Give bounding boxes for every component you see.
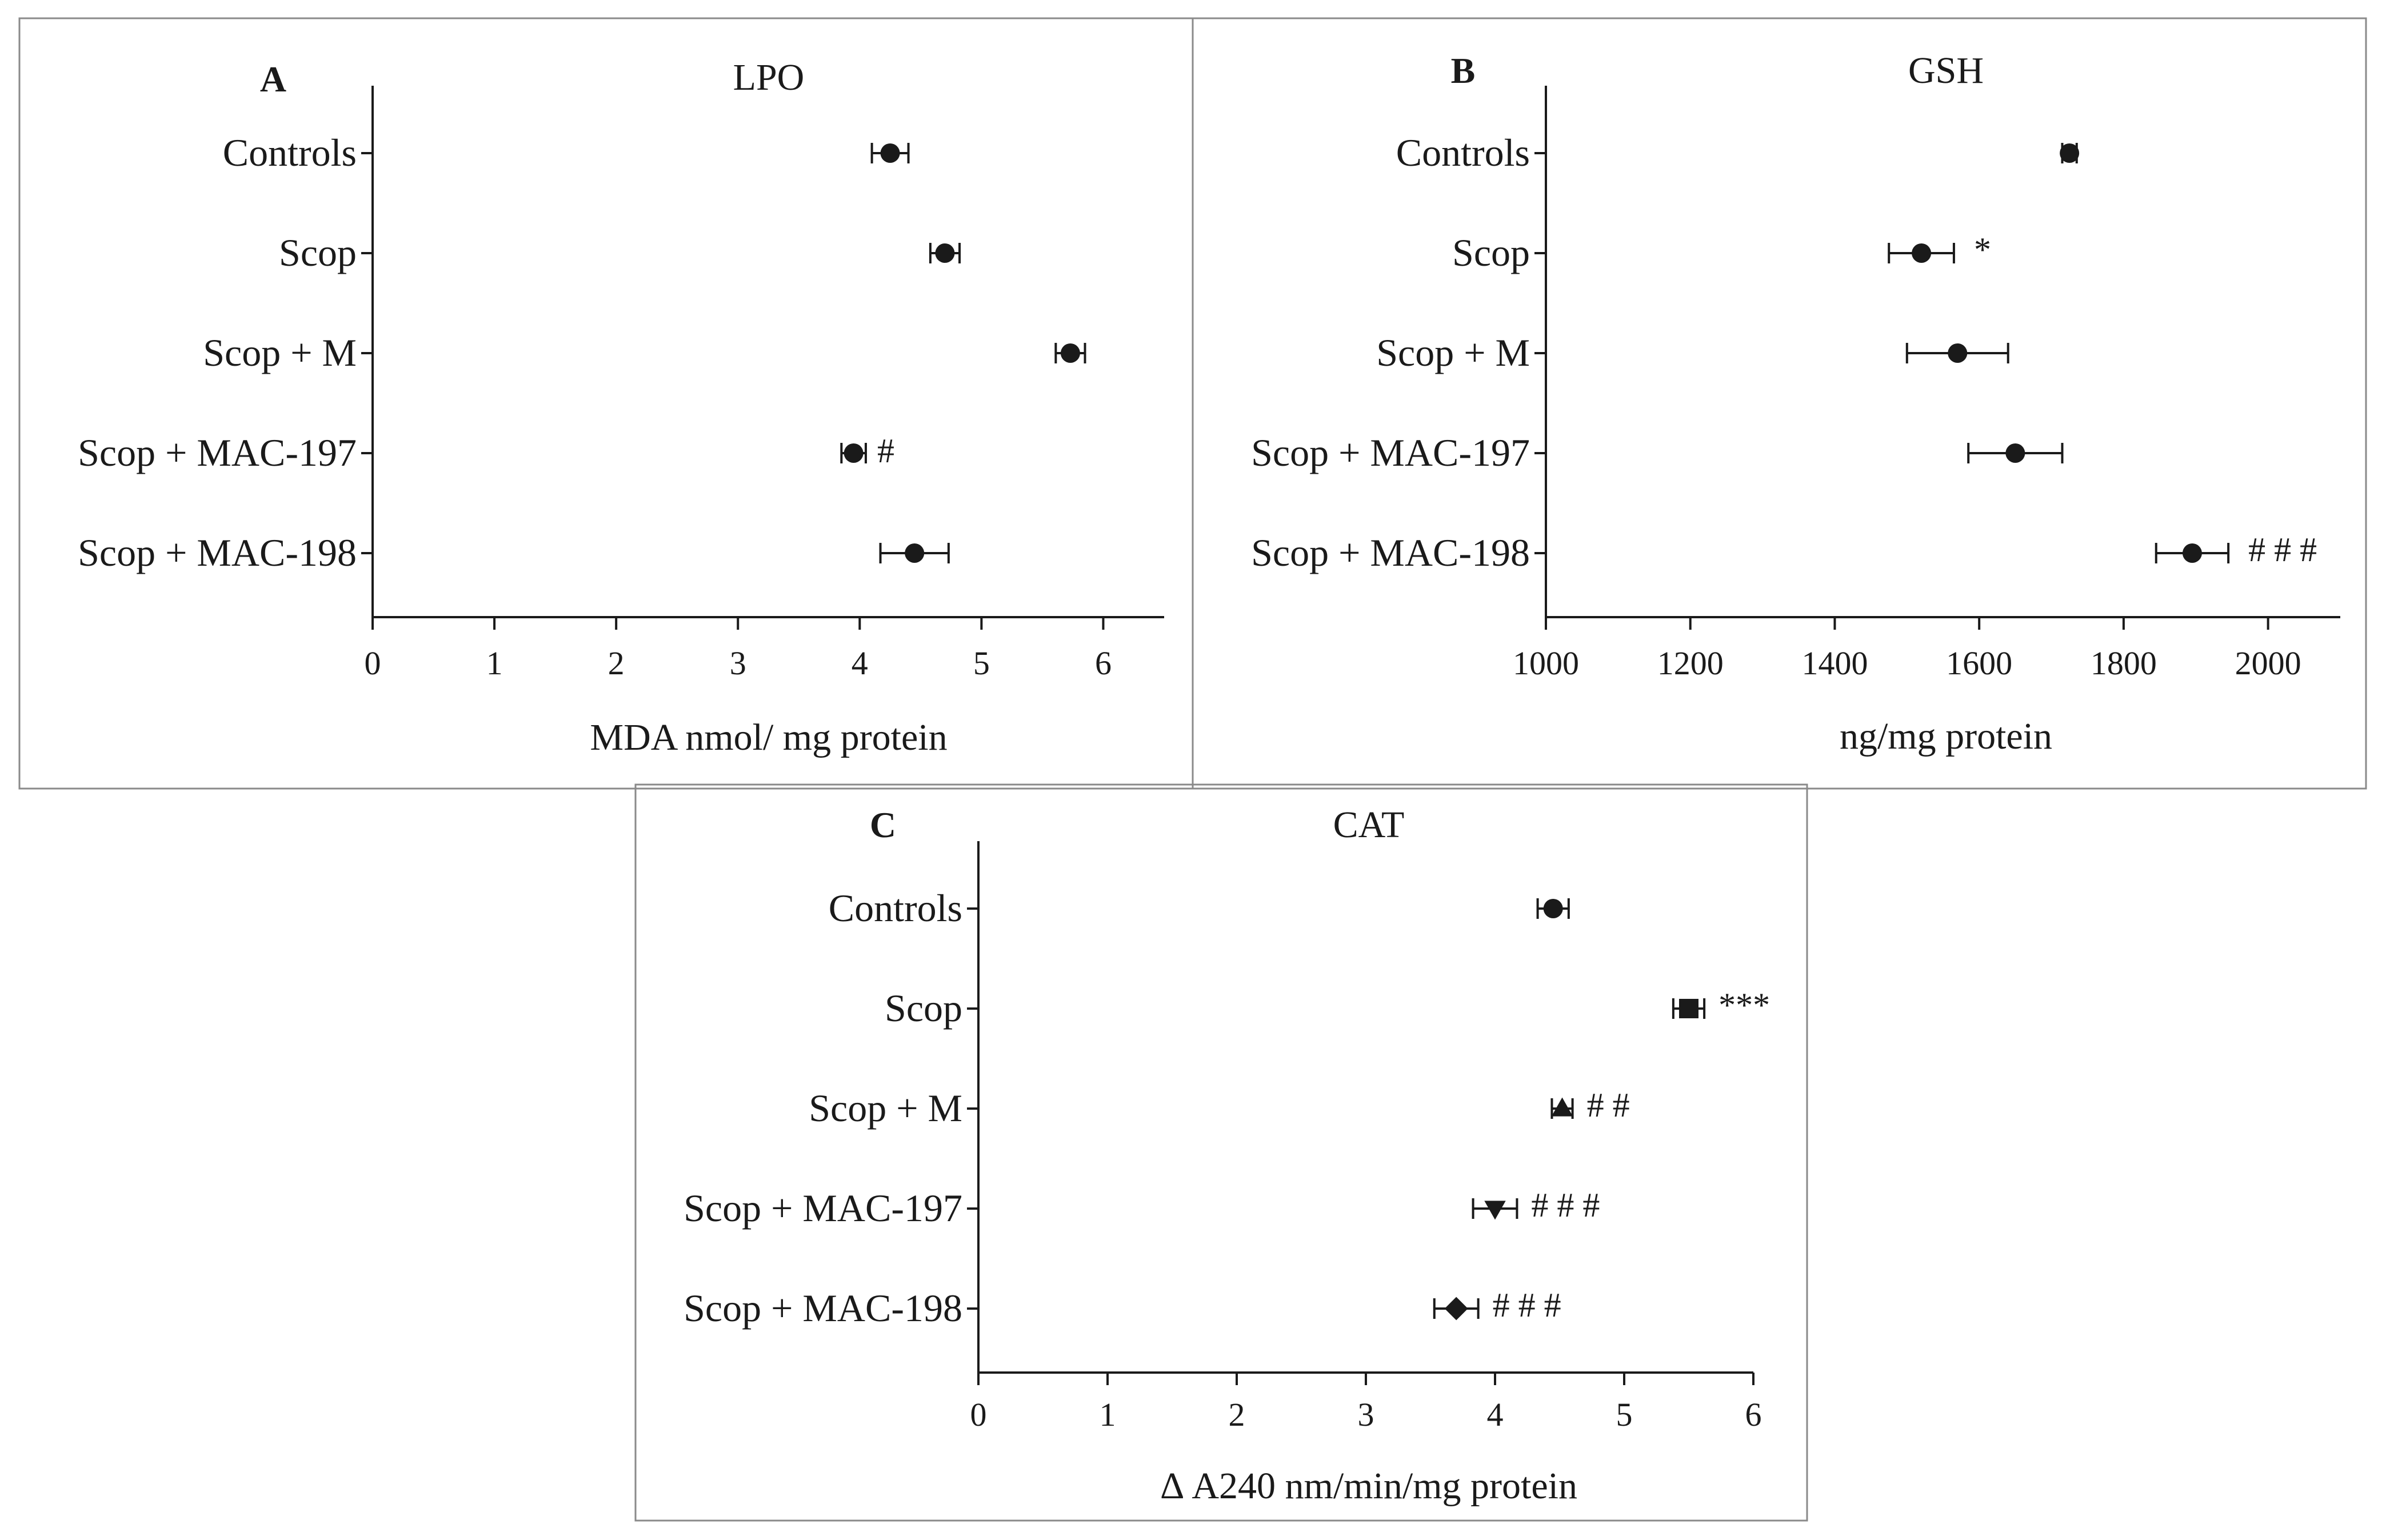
panel-b-marks: 1000 1200 1400 1600 1800 2000 Controls Scop * Sco… — [1251, 86, 2340, 682]
panel-b-significance-annotation: # # # — [2248, 531, 2317, 569]
panel-b-category-label: Scop + M — [1376, 331, 1530, 374]
panel-c-letter: C — [870, 805, 896, 845]
panel-a-category-label: Controls — [223, 131, 357, 174]
panel-a-category-label: Scop + M — [203, 331, 357, 374]
panel-a-significance-annotation: # — [877, 432, 894, 470]
panel-c-category-label: Scop + M — [809, 1086, 962, 1130]
panel-a-x-tick-label: 4 — [852, 645, 868, 682]
panel-b-category-label: Scop — [1452, 231, 1530, 274]
panel-a-x-tick-label: 1 — [486, 645, 503, 682]
panel-a-data-point — [935, 243, 955, 263]
panel-c-data-point — [1543, 899, 1563, 918]
panel-a-data-point — [844, 443, 864, 463]
panel-c-marks: 0 1 2 3 4 5 6 Controls Scop *** Scop + M # # Scop + … — [684, 841, 1770, 1433]
panel-c-significance-annotation: # # # — [1531, 1186, 1600, 1224]
panel-c-category-label: Scop — [885, 986, 962, 1030]
panel-a-title: LPO — [733, 57, 805, 98]
panel-b-letter: B — [1451, 50, 1476, 91]
panel-b-data-point — [2060, 143, 2080, 163]
panel-b-data-point — [2005, 443, 2025, 463]
panel-b-x-axis-label: ng/mg protein — [1840, 715, 2052, 757]
panel-c-x-tick-label: 2 — [1229, 1396, 1245, 1433]
panel-b: B GSH 1000 1200 1400 1600 1800 2000 Controls Sc… — [1192, 17, 2367, 790]
panel-c-category-label: Scop + MAC-197 — [684, 1186, 962, 1230]
panel-c-x-tick-label: 4 — [1487, 1396, 1504, 1433]
panel-a-category-label: Scop — [279, 231, 357, 274]
panel-b-data-point — [2182, 543, 2202, 563]
panel-b-significance-annotation: * — [1974, 231, 1991, 269]
panel-a-x-tick-label: 6 — [1095, 645, 1112, 682]
panel-b-x-tick-label: 1800 — [2091, 645, 2157, 682]
panel-a-data-point — [880, 143, 900, 163]
panel-c-data-point — [1484, 1201, 1506, 1220]
panel-c-significance-annotation: # # — [1587, 1086, 1630, 1124]
panel-b-category-label: Scop + MAC-198 — [1251, 531, 1530, 574]
panel-c-data-point — [1679, 999, 1698, 1018]
panel-a-category-label: Scop + MAC-198 — [78, 531, 357, 574]
panel-b-data-point — [1948, 343, 1968, 363]
panel-b-title: GSH — [1908, 50, 1984, 91]
panel-b-x-tick-label: 1400 — [1801, 645, 1868, 682]
panel-a-frame — [18, 17, 1194, 790]
panel-b-x-tick-label: 1600 — [1946, 645, 2012, 682]
panel-c-data-point — [1551, 1097, 1573, 1117]
panel-c-significance-annotation: *** — [1718, 986, 1770, 1024]
panel-c-x-axis-label: Δ A240 nm/min/mg protein — [1160, 1465, 1577, 1507]
panel-b-category-label: Controls — [1396, 131, 1530, 174]
panel-c-x-tick-label: 1 — [1100, 1396, 1116, 1433]
panel-c-x-tick-label: 5 — [1616, 1396, 1633, 1433]
panel-b-x-tick-label: 2000 — [2235, 645, 2301, 682]
panel-b-x-tick-label: 1200 — [1657, 645, 1724, 682]
panel-a-x-tick-label: 0 — [365, 645, 381, 682]
panel-c-x-tick-label: 0 — [970, 1396, 987, 1433]
panel-c-x-tick-label: 6 — [1745, 1396, 1762, 1433]
panel-c-significance-annotation: # # # — [1493, 1286, 1561, 1324]
panel-c-title: CAT — [1333, 804, 1405, 846]
panel-c-data-point — [1444, 1297, 1468, 1321]
panel-a-x-tick-label: 5 — [973, 645, 990, 682]
panel-c-category-label: Scop + MAC-198 — [684, 1286, 962, 1330]
panel-b-category-label: Scop + MAC-197 — [1251, 431, 1530, 474]
panel-a-data-point — [905, 543, 925, 563]
panel-a-x-tick-label: 2 — [608, 645, 625, 682]
panel-b-frame — [1192, 17, 2367, 790]
panel-a-x-axis-label: MDA nmol/ mg protein — [590, 717, 947, 758]
panel-a: A LPO 0 1 2 3 4 5 6 Controls Scop Scop + M Scop + … — [18, 17, 1194, 790]
panel-c-x-tick-label: 3 — [1358, 1396, 1374, 1433]
panel-a-data-point — [1060, 343, 1080, 363]
panel-c-category-label: Controls — [829, 886, 962, 930]
panel-a-marks: 0 1 2 3 4 5 6 Controls Scop Scop + M Scop + MAC-19… — [78, 86, 1164, 682]
panel-c-frame — [634, 783, 1808, 1522]
panel-a-x-tick-label: 3 — [730, 645, 746, 682]
panel-c: C CAT 0 1 2 3 4 5 6 Controls Scop *** Scop + M # # S… — [634, 783, 1808, 1522]
panel-a-letter: A — [260, 59, 286, 99]
panel-b-x-tick-label: 1000 — [1513, 645, 1579, 682]
panel-b-data-point — [1912, 243, 1932, 263]
panel-a-category-label: Scop + MAC-197 — [78, 431, 357, 474]
